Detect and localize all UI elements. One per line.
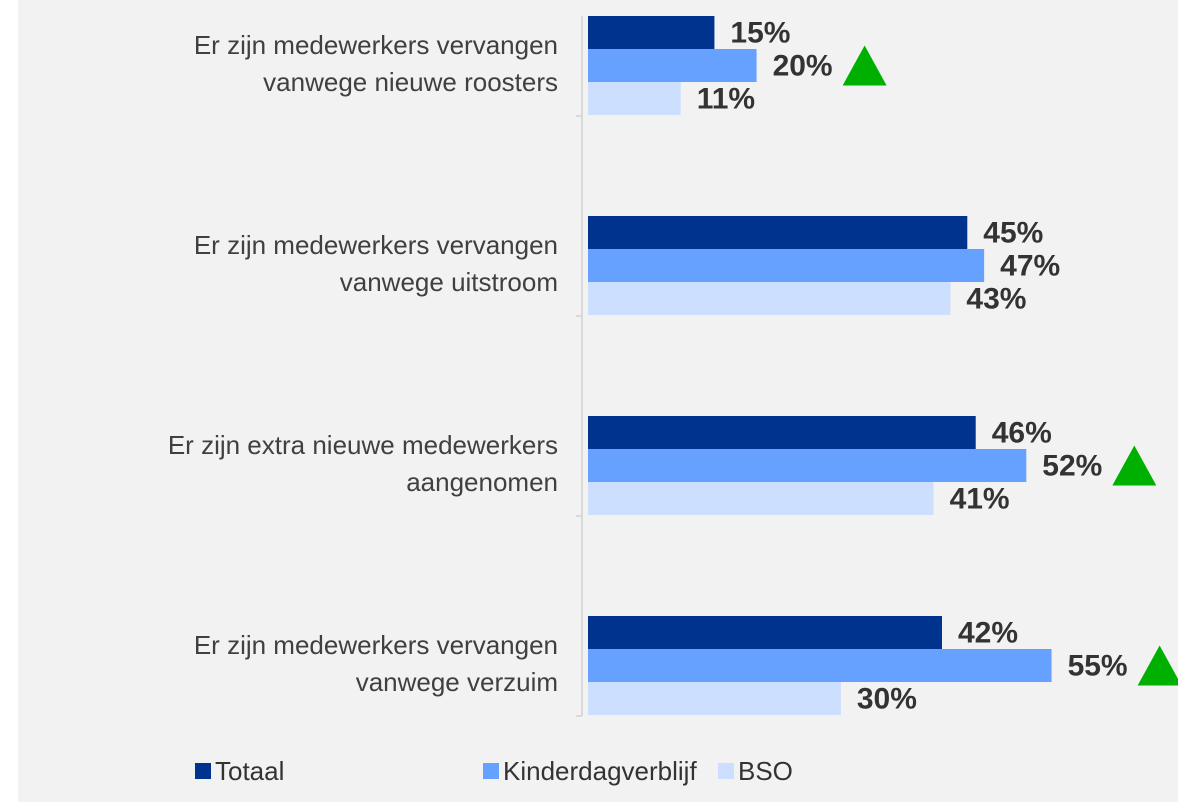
category-label: vanwege verzuim (356, 667, 558, 697)
category-label: Er zijn medewerkers vervangen (194, 630, 558, 660)
legend-label: BSO (738, 756, 793, 786)
significance-marker (1112, 445, 1157, 486)
bar (588, 482, 934, 515)
category-label: Er zijn extra nieuwe medewerkers (168, 430, 558, 460)
bar (588, 616, 942, 649)
value-label: 20% (773, 49, 833, 82)
value-label: 46% (992, 416, 1052, 449)
category-label: aangenomen (406, 467, 558, 497)
value-label: 11% (697, 82, 755, 115)
bar (588, 649, 1052, 682)
legend-label: Kinderdagverblijf (503, 756, 697, 786)
legend-swatch (483, 763, 499, 779)
bar (588, 49, 757, 82)
value-label: 43% (966, 282, 1026, 315)
category-label: Er zijn medewerkers vervangen (194, 30, 558, 60)
category-label: Er zijn medewerkers vervangen (194, 230, 558, 260)
value-label: 15% (730, 16, 790, 49)
category-label: vanwege uitstroom (340, 267, 558, 297)
significance-marker (1137, 645, 1178, 686)
bar (588, 16, 715, 49)
bar (588, 249, 985, 282)
bar (588, 216, 968, 249)
legend-swatch (718, 763, 734, 779)
bar (588, 82, 681, 115)
value-label: 55% (1068, 649, 1128, 682)
category-label: vanwege nieuwe roosters (263, 67, 558, 97)
bar (588, 449, 1027, 482)
significance-marker (842, 45, 887, 86)
legend-label: Totaal (215, 756, 284, 786)
bar (588, 416, 976, 449)
value-label: 30% (857, 682, 917, 715)
value-label: 45% (983, 216, 1043, 249)
legend-swatch (195, 763, 211, 779)
value-label: 47% (1000, 249, 1060, 282)
value-label: 52% (1042, 449, 1102, 482)
bar (588, 682, 841, 715)
bar (588, 282, 951, 315)
value-label: 42% (958, 616, 1018, 649)
value-label: 41% (950, 482, 1010, 515)
